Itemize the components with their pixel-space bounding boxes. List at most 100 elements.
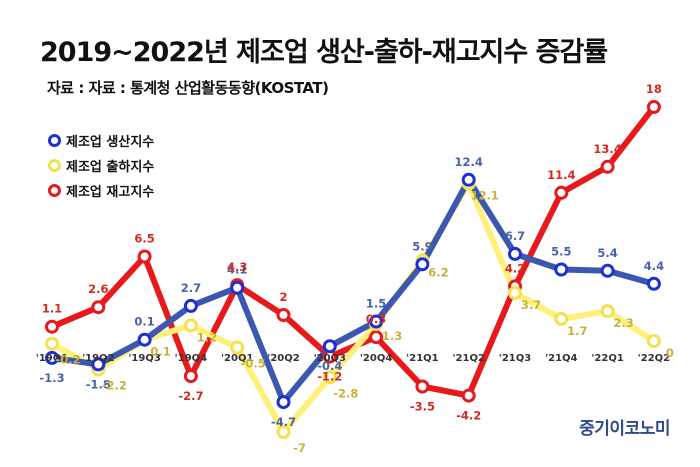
source-note: 자료 : 자료 : 통계청 산업활동동향(KOSTAT) bbox=[47, 79, 329, 97]
data-point-production bbox=[183, 298, 198, 313]
x-tick-label: '20Q4 bbox=[360, 353, 392, 364]
legend-marker-production bbox=[48, 134, 61, 147]
legend-item-production: 제조업 생산지수 bbox=[48, 128, 154, 153]
data-label-shipment: 12.1 bbox=[471, 189, 499, 203]
series-line-production bbox=[49, 176, 657, 406]
x-tick-label: '19Q4 bbox=[175, 353, 207, 364]
data-point-production bbox=[415, 257, 430, 272]
data-point-production bbox=[646, 276, 661, 291]
data-label-inventory: -2.7 bbox=[178, 389, 203, 403]
data-point-inventory bbox=[554, 185, 569, 200]
data-label-production: 5.5 bbox=[551, 245, 571, 259]
x-tick-label: '21Q1 bbox=[406, 353, 438, 364]
data-point-production bbox=[137, 332, 152, 347]
data-point-production bbox=[91, 357, 106, 372]
data-point-inventory bbox=[415, 379, 430, 394]
x-tick-label: '21Q4 bbox=[545, 353, 577, 364]
data-label-inventory: 6.5 bbox=[134, 232, 154, 246]
data-label-inventory: 1.1 bbox=[42, 302, 62, 316]
data-label-shipment: 3.7 bbox=[521, 298, 541, 312]
data-label-production: 1.5 bbox=[366, 297, 386, 311]
data-label-shipment: -0.2 bbox=[55, 353, 80, 367]
data-label-shipment: 0 bbox=[666, 346, 674, 360]
data-label-production: -1.8 bbox=[86, 377, 111, 391]
data-point-production bbox=[276, 395, 291, 410]
data-label-production: 12.4 bbox=[455, 155, 483, 169]
data-point-inventory bbox=[91, 300, 106, 315]
data-point-production bbox=[461, 172, 476, 187]
data-label-shipment: -7 bbox=[293, 441, 306, 455]
chart-title: 2019~2022년 제조업 생산-출하-재고지수 증감률 bbox=[40, 37, 608, 68]
data-label-production: 0.1 bbox=[134, 315, 154, 329]
data-point-shipment bbox=[600, 304, 615, 319]
legend: 제조업 생산지수 제조업 출하지수 제조업 재고지수 bbox=[48, 128, 154, 203]
data-point-production bbox=[322, 339, 337, 354]
data-point-shipment bbox=[646, 334, 661, 348]
data-label-production: -1.3 bbox=[39, 371, 64, 385]
legend-marker-shipment bbox=[48, 159, 61, 172]
data-label-shipment: 1.7 bbox=[567, 324, 587, 338]
data-label-production: 2.7 bbox=[181, 281, 201, 295]
x-tick-label: '19Q3 bbox=[128, 353, 160, 364]
data-label-production: 5.9 bbox=[412, 239, 432, 253]
x-tick-label: '22Q1 bbox=[591, 353, 623, 364]
legend-label-shipment: 제조업 출하지수 bbox=[66, 160, 155, 175]
data-point-inventory bbox=[600, 159, 615, 174]
data-label-inventory: -1.2 bbox=[317, 370, 342, 384]
legend-label-inventory: 제조업 재고지수 bbox=[66, 185, 155, 200]
data-label-inventory: 0.3 bbox=[366, 312, 386, 326]
x-tick-label: '19Q2 bbox=[82, 353, 114, 364]
x-tick-label: '20Q1 bbox=[221, 353, 253, 364]
data-label-inventory: 2.6 bbox=[88, 282, 108, 296]
data-label-inventory: 2 bbox=[279, 290, 287, 304]
x-tick-label: '20Q2 bbox=[267, 353, 299, 364]
data-point-inventory bbox=[45, 319, 59, 334]
data-point-inventory bbox=[369, 330, 384, 345]
data-label-shipment: 2.3 bbox=[613, 316, 633, 330]
data-point-inventory bbox=[276, 308, 291, 322]
data-label-inventory: 4.3 bbox=[227, 260, 247, 274]
data-point-inventory bbox=[646, 100, 661, 114]
data-label-shipment: -0.5 bbox=[241, 357, 266, 371]
data-point-production bbox=[508, 246, 522, 261]
brand-logo-text: 중기이코노미 bbox=[579, 419, 670, 439]
x-tick-label: '21Q2 bbox=[452, 353, 484, 364]
data-label-shipment: 6.2 bbox=[428, 265, 448, 279]
data-label-production: 5.4 bbox=[597, 246, 617, 260]
data-point-shipment bbox=[230, 340, 245, 355]
data-point-shipment bbox=[508, 285, 522, 300]
x-tick-label: '20Q3 bbox=[314, 353, 346, 364]
data-point-inventory bbox=[461, 388, 476, 403]
legend-marker-inventory bbox=[48, 184, 61, 197]
data-label-production: -4.7 bbox=[271, 415, 296, 429]
data-point-shipment bbox=[322, 370, 337, 385]
legend-label-production: 제조업 생산지수 bbox=[66, 135, 155, 150]
x-tick-label: '19Q1 bbox=[36, 353, 68, 364]
x-tick-label: '21Q3 bbox=[499, 353, 531, 364]
data-point-shipment bbox=[554, 311, 569, 326]
data-label-inventory: 11.4 bbox=[547, 168, 575, 182]
data-label-shipment: 1.3 bbox=[382, 329, 402, 343]
data-label-production: 6.7 bbox=[505, 229, 525, 243]
data-point-production bbox=[554, 262, 569, 277]
data-label-shipment: 0.1 bbox=[150, 345, 170, 359]
data-point-production bbox=[369, 314, 384, 329]
data-point-inventory bbox=[183, 369, 198, 384]
data-point-production bbox=[600, 263, 615, 278]
data-label-production: -0.4 bbox=[317, 359, 342, 373]
data-label-inventory: 18 bbox=[646, 82, 662, 96]
data-point-shipment bbox=[45, 336, 59, 351]
data-label-shipment: -2.8 bbox=[333, 386, 358, 400]
x-tick-label: '22Q2 bbox=[638, 353, 670, 364]
data-label-production: 4.4 bbox=[644, 259, 664, 273]
data-label-inventory: 4.2 bbox=[505, 261, 525, 275]
data-label-inventory: 13.4 bbox=[593, 142, 621, 156]
data-label-shipment: -2.2 bbox=[102, 379, 127, 393]
data-point-production bbox=[230, 280, 245, 295]
data-label-inventory: -4.2 bbox=[456, 409, 481, 423]
data-label-shipment: 1.2 bbox=[197, 330, 217, 344]
data-point-inventory bbox=[137, 249, 152, 264]
legend-item-inventory: 제조업 재고지수 bbox=[48, 178, 154, 203]
data-label-inventory: -3.5 bbox=[410, 400, 435, 414]
